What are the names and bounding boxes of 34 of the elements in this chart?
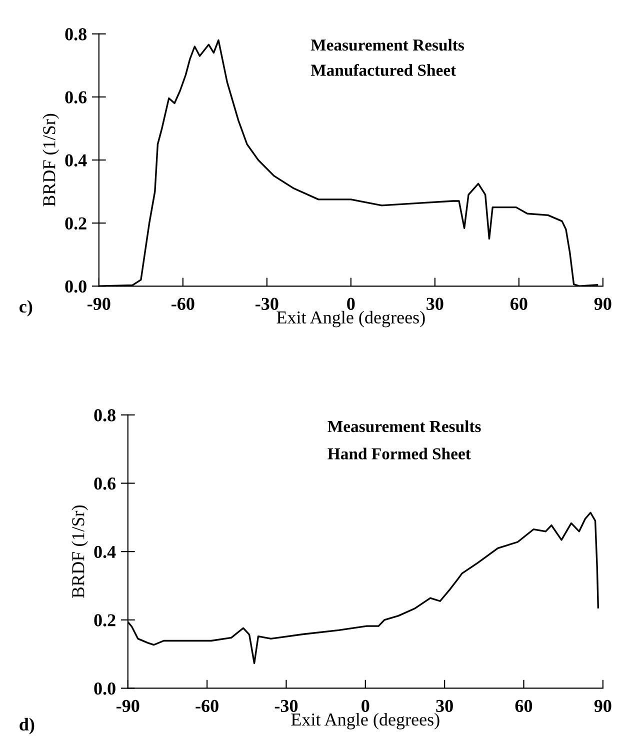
x-axis-title: Exit Angle (degrees) bbox=[276, 310, 425, 328]
x-tick-label: -90 bbox=[116, 700, 140, 712]
text: d) bbox=[20, 718, 34, 734]
y-tick-label: 0.2 bbox=[65, 217, 86, 230]
text: Manufactured Sheet bbox=[310, 64, 456, 76]
y-axis-title: BRDF (1/Sr) bbox=[42, 114, 59, 206]
y-axis-title: BRDF (1/Sr) bbox=[72, 505, 88, 598]
x-tick-label: 30 bbox=[436, 700, 453, 712]
chart-title: Measurement Results bbox=[310, 38, 464, 51]
x-tick-label: 60 bbox=[510, 298, 528, 310]
y-tick-label: 0.4 bbox=[94, 546, 116, 558]
y-tick-label: 0.4 bbox=[65, 154, 87, 167]
y-tick-label: 0.0 bbox=[65, 280, 86, 293]
x-tick-label: -60 bbox=[196, 700, 218, 712]
x-tick-label: -90 bbox=[88, 298, 110, 310]
x-tick-label: -30 bbox=[274, 700, 298, 712]
x-tick-label: -30 bbox=[256, 298, 278, 310]
x-axis-title: Exit Angle (degrees) bbox=[291, 712, 440, 730]
x-tick-label: 60 bbox=[515, 700, 532, 712]
x-tick-label: 90 bbox=[594, 700, 612, 712]
y-tick-label: 0.8 bbox=[94, 409, 116, 422]
y-tick-label: 0.0 bbox=[94, 682, 116, 695]
x-tick-label: 0 bbox=[347, 298, 355, 310]
y-tick-label: 0.6 bbox=[94, 477, 116, 490]
x-tick-label: 30 bbox=[426, 298, 444, 310]
x-tick-label: 0 bbox=[362, 700, 370, 712]
x-tick-label: 90 bbox=[594, 298, 612, 310]
y-tick-label: 0.6 bbox=[65, 91, 87, 104]
y-tick-label: 0.8 bbox=[65, 28, 87, 40]
text: c) bbox=[20, 300, 32, 316]
text: Hand Formed Sheet bbox=[328, 448, 471, 460]
x-tick-label: -60 bbox=[172, 298, 194, 310]
y-tick-label: 0.2 bbox=[94, 614, 116, 626]
chart-title: Measurement Results bbox=[328, 420, 481, 432]
